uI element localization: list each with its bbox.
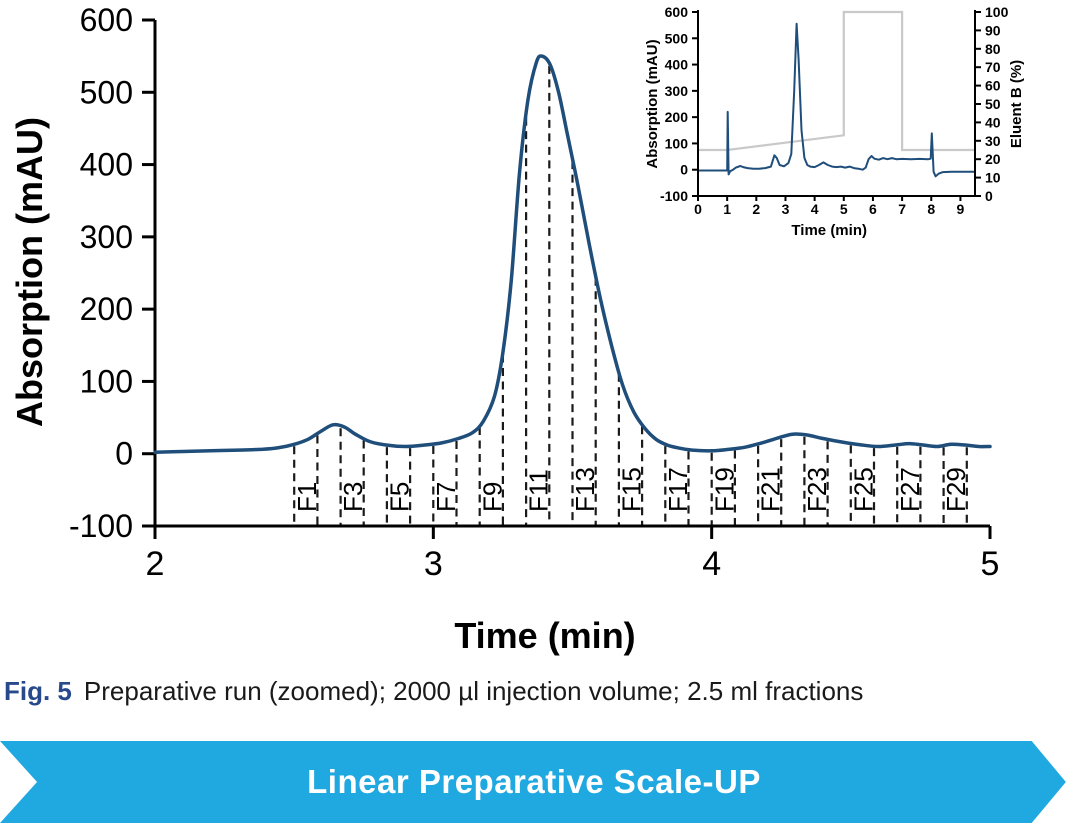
fraction-label: F21 bbox=[756, 467, 786, 512]
inset-y-left-axis-title: Absorption (mAU) bbox=[644, 39, 661, 168]
inset-y-right-tick-label: 40 bbox=[985, 114, 1001, 130]
fraction-label: F23 bbox=[802, 467, 832, 512]
inset-x-tick-label: 3 bbox=[782, 201, 790, 217]
fraction-label: F27 bbox=[895, 467, 925, 512]
y-tick-label: 100 bbox=[80, 363, 133, 399]
inset-x-tick-label: 8 bbox=[927, 201, 935, 217]
inset-y-left-tick-label: 100 bbox=[665, 135, 689, 151]
inset-x-tick-label: 4 bbox=[811, 201, 819, 217]
inset-x-tick-label: 7 bbox=[898, 201, 906, 217]
inset-y-right-axis-title: Eluent B (%) bbox=[1008, 60, 1025, 148]
inset-y-right-tick-label: 30 bbox=[985, 133, 1001, 149]
inset-y-right-tick-label: 90 bbox=[985, 22, 1001, 38]
figure-caption-text: Preparative run (zoomed); 2000 µl inject… bbox=[83, 676, 864, 706]
inset-y-left-tick-label: 0 bbox=[680, 162, 688, 178]
y-tick-label: 400 bbox=[80, 147, 133, 183]
x-axis-title: Time (min) bbox=[454, 615, 635, 656]
inset-y-right-tick-label: 70 bbox=[985, 59, 1001, 75]
inset-x-tick-label: 1 bbox=[723, 201, 731, 217]
fraction-label: F25 bbox=[848, 467, 878, 512]
inset-y-left-tick-label: -100 bbox=[660, 188, 688, 204]
inset-y-right-tick-label: 60 bbox=[985, 78, 1001, 94]
inset-x-tick-label: 0 bbox=[694, 201, 702, 217]
inset-y-left-tick-label: 500 bbox=[665, 30, 689, 46]
y-axis-title: Absorption (mAU) bbox=[9, 117, 50, 427]
y-tick-label: 0 bbox=[115, 436, 133, 472]
inset-y-right-tick-label: 20 bbox=[985, 151, 1001, 167]
fraction-label: F9 bbox=[477, 482, 507, 512]
x-tick-label: 5 bbox=[981, 545, 1000, 583]
scale-up-banner: Linear Preparative Scale-UP bbox=[0, 741, 1066, 823]
main-axes bbox=[142, 18, 992, 539]
fraction-label: F7 bbox=[431, 482, 461, 512]
inset-x-tick-label: 5 bbox=[840, 201, 848, 217]
y-tick-label: 600 bbox=[80, 2, 133, 38]
y-tick-label: 500 bbox=[80, 74, 133, 110]
inset-y-right-tick-label: 100 bbox=[985, 4, 1009, 20]
x-tick-label: 2 bbox=[146, 545, 165, 583]
fraction-label: F5 bbox=[385, 482, 415, 512]
fraction-markers: F1 F3 F5 F7 F9 F11 F13 F15 F17 F19 F21 F23 F25 F27 F29 bbox=[292, 65, 971, 526]
inset-y-right-tick-label: 80 bbox=[985, 41, 1001, 57]
inset-x-tick-label: 9 bbox=[957, 201, 965, 217]
absorption-curve bbox=[153, 54, 992, 455]
inset-background bbox=[696, 8, 977, 198]
main-chart: F1 F3 F5 F7 F9 F11 F13 F15 F17 F19 F21 F23 F25 F27 F29… bbox=[9, 2, 999, 656]
inset-y-left-tick-label: 200 bbox=[665, 109, 689, 125]
figure-number-label: Fig. 5 bbox=[4, 676, 72, 706]
fraction-label: F1 bbox=[292, 482, 322, 512]
fraction-label: F3 bbox=[338, 482, 368, 512]
inset-y-left-tick-label: 400 bbox=[665, 57, 689, 73]
x-tick-label: 4 bbox=[702, 545, 721, 583]
fraction-label: F19 bbox=[709, 467, 739, 512]
x-tick-label: 3 bbox=[424, 545, 443, 583]
fraction-label: F29 bbox=[941, 467, 971, 512]
chromatogram-figure: F1 F3 F5 F7 F9 F11 F13 F15 F17 F19 F21 F23 F25 F27 F29… bbox=[9, 2, 1025, 656]
inset-y-right-tick-label: 10 bbox=[985, 170, 1001, 186]
y-tick-label: 200 bbox=[80, 291, 133, 327]
inset-axes bbox=[692, 10, 981, 201]
fraction-label: F13 bbox=[570, 467, 600, 512]
inset-x-tick-label: 6 bbox=[869, 201, 877, 217]
y-tick-label: -100 bbox=[69, 508, 133, 544]
inset-absorption-curve bbox=[697, 22, 976, 178]
inset-y-right-tick-label: 50 bbox=[985, 96, 1001, 112]
fraction-label: F17 bbox=[663, 467, 693, 512]
inset-chart: -100010020030040050060001020304050607080… bbox=[644, 4, 1025, 239]
fraction-label: F11 bbox=[524, 469, 554, 512]
inset-y-left-tick-label: 300 bbox=[665, 83, 689, 99]
inset-axis-labels: -100010020030040050060001020304050607080… bbox=[644, 4, 1025, 239]
inset-y-left-tick-label: 600 bbox=[665, 4, 689, 20]
figure-caption: Fig. 5 Preparative run (zoomed); 2000 µl … bbox=[4, 676, 1064, 707]
fraction-label: F15 bbox=[617, 467, 647, 512]
y-tick-label: 300 bbox=[80, 219, 133, 255]
banner-label: Linear Preparative Scale-UP bbox=[307, 763, 761, 800]
inset-x-tick-label: 2 bbox=[752, 201, 760, 217]
inset-y-right-tick-label: 0 bbox=[985, 188, 993, 204]
inset-x-axis-title: Time (min) bbox=[791, 222, 867, 239]
